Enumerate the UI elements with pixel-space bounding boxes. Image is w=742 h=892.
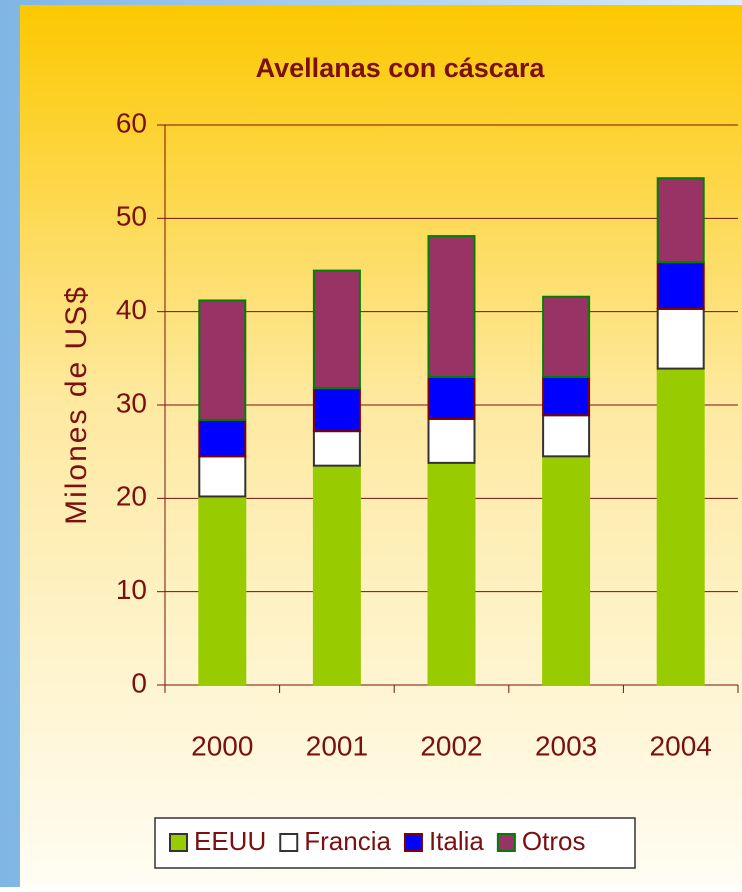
legend-marker bbox=[496, 833, 516, 852]
x-tick-label: 2004 bbox=[650, 730, 712, 761]
legend-label: Otros bbox=[522, 826, 586, 856]
bar-segment bbox=[542, 376, 591, 417]
bar-segment bbox=[542, 295, 591, 379]
y-tick-label: 30 bbox=[116, 387, 147, 418]
bar-segment bbox=[198, 418, 247, 458]
bar-segment bbox=[312, 464, 361, 686]
y-tick-label: 10 bbox=[116, 574, 147, 605]
bar-segment bbox=[542, 455, 591, 687]
bar-segment bbox=[656, 261, 705, 310]
chart-title: Avellanas con cáscara bbox=[256, 53, 546, 83]
bar-segment bbox=[312, 430, 361, 467]
legend-marker bbox=[169, 833, 188, 852]
x-tick-label: 2002 bbox=[420, 730, 482, 761]
x-tick-label: 2001 bbox=[306, 730, 368, 761]
chart-area bbox=[20, 5, 742, 887]
bar-segment bbox=[198, 299, 247, 421]
legend-label: EEUU bbox=[194, 826, 266, 856]
legend-label: Italia bbox=[429, 826, 484, 856]
legend-label: Francia bbox=[304, 826, 391, 856]
bar-segment bbox=[656, 367, 705, 686]
x-tick-label: 2003 bbox=[535, 730, 597, 761]
legend-marker bbox=[403, 833, 423, 852]
bar-segment bbox=[312, 387, 361, 433]
bar-segment bbox=[198, 455, 247, 498]
y-tick-label: 20 bbox=[116, 481, 147, 512]
bar-segment bbox=[312, 269, 361, 390]
x-tick-label: 2000 bbox=[191, 730, 253, 761]
bar-segment bbox=[656, 307, 705, 370]
y-tick-label: 40 bbox=[116, 294, 147, 325]
bar-segment bbox=[542, 414, 591, 458]
bar-segment bbox=[427, 461, 476, 686]
y-tick-label: 0 bbox=[131, 667, 147, 698]
bar-segment bbox=[427, 418, 476, 464]
y-axis-label: Milones de US$ bbox=[60, 285, 93, 525]
bar-segment bbox=[427, 235, 476, 378]
bar-segment bbox=[427, 376, 476, 420]
legend-marker bbox=[279, 833, 299, 852]
bar-segment bbox=[656, 177, 705, 264]
bar-segment bbox=[198, 495, 247, 687]
y-tick-label: 50 bbox=[116, 201, 147, 232]
legend bbox=[154, 817, 636, 869]
y-tick-label: 60 bbox=[116, 107, 147, 138]
